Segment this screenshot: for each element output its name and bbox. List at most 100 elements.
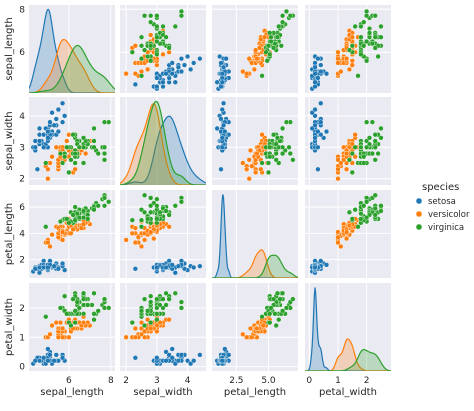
point-virginica [280,19,286,25]
xtick-label: 0 [306,376,312,386]
point-virginica [43,160,49,166]
point-virginica [91,144,97,150]
point-versicolor [253,169,259,176]
point-virginica [366,135,373,141]
point-virginica [272,311,278,317]
point-setosa [197,56,203,62]
point-virginica [141,322,148,329]
point-versicolor [80,221,87,227]
point-versicolor [335,56,341,62]
panel-marks [309,8,384,92]
xtick-label: 3 [154,376,160,386]
point-versicolor [349,62,355,68]
point-virginica [145,216,151,222]
point-virginica [95,203,101,209]
point-virginica [268,34,274,40]
point-virginica [346,209,353,215]
point-virginica [64,311,70,317]
point-setosa [315,166,321,172]
point-setosa [166,79,172,85]
point-virginica [364,119,370,125]
point-virginica [145,53,151,60]
point-virginica [166,296,172,302]
point-virginica [101,203,108,209]
point-versicolor [151,236,157,242]
kde-fill-versicolor [305,339,391,371]
point-virginica [106,305,112,311]
point-versicolor [129,230,135,236]
point-setosa [41,144,47,150]
point-virginica [141,296,148,302]
point-versicolor [254,150,260,157]
point-virginica [280,150,286,157]
point-versicolor [349,34,355,40]
point-virginica [378,208,384,214]
point-virginica [349,43,355,49]
point-virginica [361,203,367,209]
point-versicolor [132,334,138,340]
point-virginica [352,23,358,30]
x-axis-label: sepal_width [133,387,192,398]
point-setosa [45,346,51,352]
point-setosa [318,258,324,264]
x-axis-label: petal_length [224,387,286,398]
point-versicolor [145,66,151,72]
point-setosa [132,266,138,272]
point-versicolor [343,150,350,157]
point-versicolor [335,49,341,55]
point-versicolor [166,317,172,323]
point-virginica [101,296,108,302]
point-setosa [312,106,318,113]
point-virginica [361,19,367,25]
point-virginica [361,154,367,160]
point-versicolor [346,66,353,72]
point-versicolor [246,157,252,163]
point-setosa [218,166,224,172]
point-setosa [172,270,178,276]
legend-marker-virginica [415,223,423,231]
point-virginica [138,217,145,223]
xtick-label: 1 [335,376,341,386]
point-versicolor [335,234,341,240]
ytick-label: 3 [19,143,25,153]
xtick-label: 2 [123,376,129,386]
point-virginica [267,51,273,57]
point-virginica [80,296,87,302]
point-setosa [312,64,318,70]
legend-marker-versicolor [415,210,423,218]
point-setosa [36,270,43,276]
point-virginica [76,305,82,311]
legend: species setosa versicolor virginica [415,182,470,233]
panel-petal_width-vs-sepal_length [29,283,115,371]
point-setosa [312,79,318,85]
point-virginica [160,23,166,30]
panel-marks [214,290,296,367]
point-versicolor [343,56,350,62]
point-virginica [267,311,273,317]
point-setosa [312,264,318,271]
point-setosa [191,358,197,364]
point-virginica [76,214,82,221]
point-versicolor [123,334,129,340]
point-virginica [372,205,378,211]
point-virginica [172,290,178,296]
point-versicolor [335,176,341,182]
point-virginica [68,157,74,163]
point-virginica [364,199,370,205]
point-versicolor [244,334,250,340]
point-versicolor [45,239,51,246]
kde-line-virginica [305,349,391,371]
point-virginica [273,141,279,147]
panel-background [212,190,298,278]
point-versicolor [349,58,355,64]
point-virginica [95,150,101,157]
panel-sepal_length-vs-sepal_length [29,5,115,93]
point-setosa [160,79,166,85]
point-setosa [220,122,227,128]
point-virginica [91,290,97,296]
point-versicolor [138,331,145,337]
panel-marks [123,8,203,92]
point-virginica [358,211,364,217]
point-virginica [57,218,64,225]
point-setosa [175,263,181,269]
